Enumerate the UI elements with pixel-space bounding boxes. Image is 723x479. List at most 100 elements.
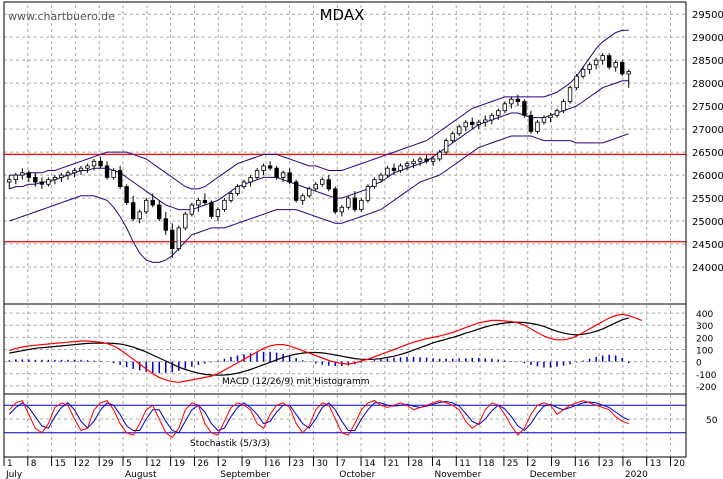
candle-body — [72, 170, 77, 174]
candle-body — [163, 218, 168, 231]
candle-body — [385, 167, 390, 176]
candle-body — [313, 183, 318, 190]
candle-body — [117, 170, 123, 187]
candle-body — [248, 176, 253, 183]
x-day-label: 4 — [435, 459, 441, 469]
price-panel — [4, 29, 686, 263]
candle-body — [391, 167, 397, 171]
macd-tick-label: -200 — [696, 383, 717, 393]
candle-body — [359, 199, 364, 210]
price-tick-label: 27000 — [692, 125, 723, 136]
candle-body — [587, 64, 592, 70]
candle-body — [600, 55, 605, 61]
x-day-label: 28 — [412, 459, 424, 469]
price-tick-label: 29000 — [692, 33, 723, 44]
price-tick-label: 27500 — [692, 102, 723, 113]
price-tick-label: 28500 — [692, 56, 723, 67]
candle-body — [228, 193, 234, 201]
x-day-label: 13 — [650, 459, 661, 469]
candle-body — [378, 174, 384, 181]
candle-body — [39, 181, 45, 185]
candle-body — [209, 202, 214, 217]
x-day-label: 29 — [102, 459, 114, 469]
x-month-label: September — [220, 470, 270, 479]
x-day-label: 9 — [555, 459, 561, 469]
price-tick-label: 29500 — [692, 10, 723, 21]
candle-body — [137, 211, 142, 220]
candle-body — [124, 186, 129, 204]
x-day-label: 23 — [293, 459, 304, 469]
candle-body — [287, 172, 292, 183]
bollinger-upper-line — [9, 29, 629, 190]
candle-body — [346, 197, 351, 208]
candle-body — [267, 165, 273, 169]
x-day-label: 25 — [507, 459, 518, 469]
x-day-label: 2 — [531, 459, 537, 469]
candle-body — [489, 114, 495, 121]
candle-body — [502, 103, 508, 112]
price-tick-label: 26000 — [692, 171, 723, 182]
candle-body — [280, 172, 286, 178]
macd-tick-label: 200 — [696, 334, 713, 344]
candle-body — [215, 209, 221, 217]
stoch-d-line — [8, 400, 629, 434]
candle-body — [372, 179, 377, 187]
candle-body — [202, 199, 208, 204]
x-day-label: 19 — [174, 459, 186, 469]
bollinger-lower-line — [9, 133, 629, 263]
macd-tick-label: -100 — [696, 371, 717, 381]
candle-body — [593, 59, 599, 66]
candle-body — [46, 179, 51, 185]
candle-body — [235, 186, 240, 194]
x-day-label: 7 — [340, 459, 346, 469]
watermark: www.chartbuero.de — [8, 10, 115, 23]
stoch-label: Stochastik (5/3/3) — [190, 439, 270, 449]
candle-body — [339, 206, 345, 213]
candle-body — [554, 110, 560, 116]
macd-signal-line — [9, 317, 629, 376]
candle-body — [541, 117, 547, 123]
candle-body — [463, 121, 468, 128]
candle-body — [65, 172, 71, 176]
x-day-label: 1 — [7, 459, 13, 469]
candle-body — [59, 174, 64, 178]
candle-body — [300, 195, 305, 201]
candle-body — [483, 119, 488, 123]
macd-line — [9, 313, 643, 383]
candle-body — [417, 158, 423, 162]
candle-body — [189, 204, 195, 215]
candle-body — [450, 133, 455, 142]
candle-body — [130, 202, 136, 220]
candle-body — [111, 170, 116, 178]
x-day-label: 18 — [483, 459, 495, 469]
x-day-label: 16 — [578, 459, 590, 469]
candle-body — [509, 98, 514, 105]
candle-body — [196, 199, 201, 206]
macd-tick-label: 0 — [696, 359, 702, 369]
candle-body — [13, 174, 18, 181]
candle-body — [365, 186, 371, 201]
candle-body — [430, 158, 436, 162]
axes-layer: 1 8 15 22 29 5 12 19 26 2 9 16 23 30 7 14 21 28 4 11 18 25 2 9 1… — [3, 1, 723, 479]
candle-body — [7, 179, 12, 183]
candle-body — [470, 121, 475, 125]
candle-body — [307, 188, 312, 197]
x-month-label: December — [530, 470, 577, 479]
candle-body — [274, 167, 279, 178]
candle-body — [261, 165, 266, 171]
candle-body — [522, 101, 527, 116]
macd-label: MACD (12/26/9) mit Histogramm — [222, 377, 370, 387]
candle-body — [567, 87, 573, 102]
x-day-label: 5 — [126, 459, 132, 469]
candle-body — [170, 229, 175, 250]
macd-tick-label: 100 — [696, 347, 713, 357]
x-day-label: 2 — [221, 459, 227, 469]
candle-body — [222, 199, 227, 210]
x-day-label: 15 — [55, 459, 66, 469]
candle-body — [241, 181, 247, 187]
candle-body — [52, 176, 58, 181]
chart-title: MDAX — [320, 6, 365, 24]
candle-body — [476, 121, 481, 125]
candle-body — [20, 172, 25, 176]
macd-tick-label: 400 — [696, 310, 713, 320]
